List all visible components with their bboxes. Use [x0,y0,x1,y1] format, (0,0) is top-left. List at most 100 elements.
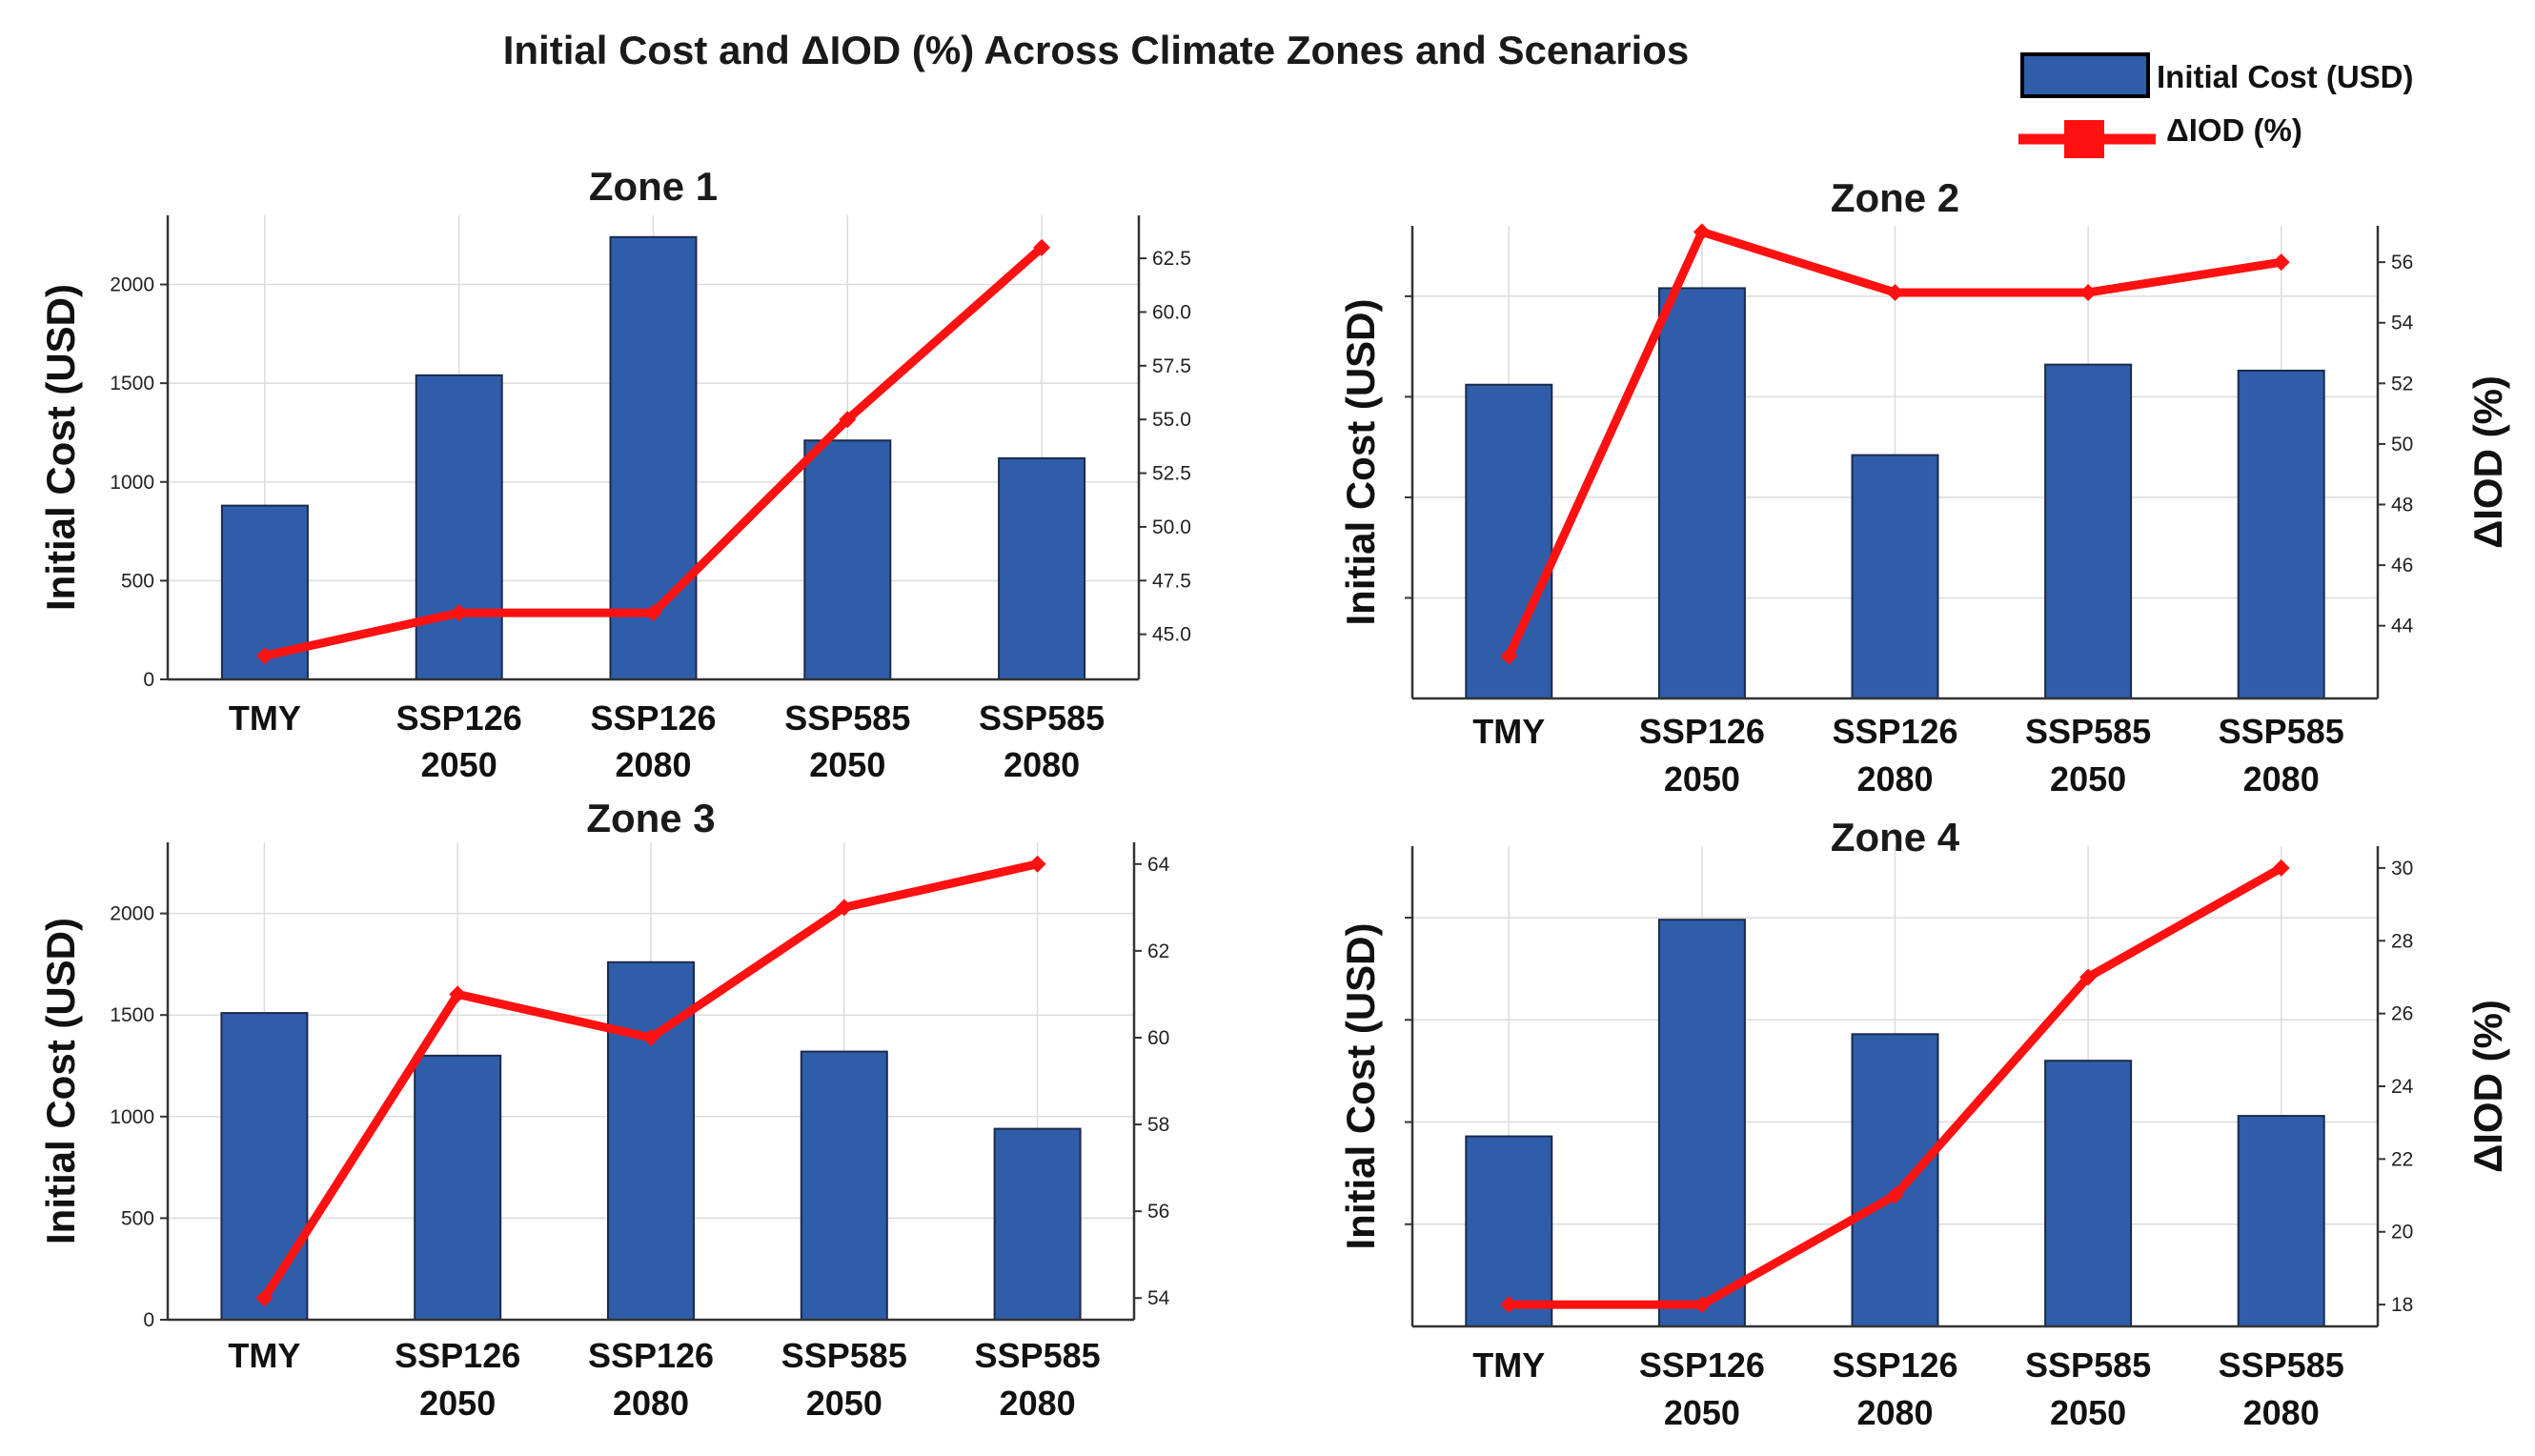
bar-5 [998,456,1086,680]
bar-2 [1657,287,1746,699]
bar-2 [1657,919,1746,1327]
bar-4 [2044,1060,2133,1328]
right-tick-label: 55.0 [1152,409,1191,431]
diod-point-4 [2079,968,2098,986]
right-tick-label: 57.5 [1152,355,1191,377]
diod-point-2 [449,985,467,1003]
left-tick-label: 2000 [110,903,154,925]
bar-4 [803,439,892,680]
diod-point-2 [1693,223,1711,241]
category-label: 2080 [2243,1393,2320,1432]
category-label: 2080 [615,745,691,784]
bar-1 [220,1012,309,1321]
bar-4 [2044,363,2133,699]
legend-line-label: ΔIOD (%) [2166,112,2302,148]
right-axis-label: ΔIOD (%) [2465,1000,2510,1173]
diod-point-3 [1886,283,1904,301]
right-tick-label: 56 [2391,252,2413,273]
panel-title: Zone 4 [1831,815,1960,859]
right-tick-label: 46 [2391,555,2413,576]
bar-2 [414,1054,502,1321]
diod-point-5 [1033,238,1051,256]
category-label: SSP585 [979,698,1105,738]
panels: 050010001500200045.047.550.052.555.057.5… [38,164,2510,1432]
legend-bar-label: Initial Cost (USD) [2157,59,2414,94]
category-label: 2080 [1856,1393,1933,1432]
left-tick-label: 500 [121,570,154,592]
right-tick-label: 30 [2391,858,2413,880]
right-tick-label: 48 [2391,495,2413,516]
diod-point-5 [2272,253,2290,272]
right-tick-label: 44 [2391,616,2414,637]
diod-point-1 [1500,647,1518,665]
right-tick-label: 60 [1147,1027,1169,1049]
left-tick-label: 1000 [110,472,154,494]
diod-point-4 [835,899,853,917]
right-tick-label: 60.0 [1152,301,1191,323]
category-label: SSP585 [784,698,910,738]
category-label: SSP585 [2219,712,2344,751]
bar-5 [993,1127,1082,1321]
category-label: 2080 [1856,759,1933,799]
right-tick-label: 45.0 [1152,624,1191,646]
category-label: 2080 [2243,759,2320,799]
category-label: TMY [1472,1345,1545,1385]
diod-point-3 [644,604,662,622]
diod-point-2 [450,604,468,622]
category-label: SSP126 [588,1336,714,1375]
right-tick-label: 28 [2391,930,2413,952]
right-tick-label: 52.5 [1152,463,1191,485]
diod-point-4 [839,411,857,429]
category-label: TMY [1472,712,1545,751]
figure-title: Initial Cost and ΔIOD (%) Across Climate… [503,28,1690,72]
category-label: 2080 [1004,745,1080,784]
category-label: 2050 [1664,759,1740,799]
bar-5 [2237,1115,2325,1328]
legend: Initial Cost (USD) ΔIOD (%) [2018,52,2414,158]
right-tick-label: 22 [2391,1148,2413,1170]
left-axis-label: Initial Cost (USD) [1338,299,1383,626]
right-tick-label: 26 [2391,1003,2413,1025]
category-label: TMY [229,698,301,738]
left-tick-label: 500 [121,1207,154,1229]
right-tick-label: 20 [2391,1222,2413,1244]
panel-zone-1: 0 500 1000 1500 2000 45.0 47.5 50.0 52.5 55.0 57.5… [38,164,1191,784]
diod-point-1 [255,1289,274,1307]
category-label: SSP126 [1832,1345,1957,1385]
category-label: SSP126 [395,1336,520,1375]
right-axis-label: ΔIOD (%) [2465,375,2510,549]
bar-4 [800,1050,888,1322]
bar-3 [1851,1033,1939,1328]
left-axis-label: Initial Cost (USD) [1338,923,1383,1250]
diod-point-1 [255,647,274,665]
right-tick-label: 62 [1147,940,1169,962]
diod-point-3 [642,1028,659,1046]
right-tick-label: 50 [2391,434,2413,455]
right-tick-label: 54 [2391,313,2414,334]
bar-5 [2237,369,2325,699]
category-label: 2080 [1000,1384,1076,1423]
left-tick-label: 0 [143,669,154,691]
category-label: 2050 [1664,1393,1740,1432]
category-label: 2050 [806,1384,882,1423]
bar-1 [1465,1135,1553,1327]
diod-point-2 [1693,1296,1711,1314]
category-label: SSP585 [2025,712,2151,751]
diod-point-1 [1500,1296,1518,1314]
left-tick-label: 1500 [110,373,154,394]
category-label: SSP126 [1832,712,1957,751]
legend-bar-swatch [2020,52,2150,98]
category-label: 2050 [421,745,497,784]
panel-zone-3: 0 500 1000 1500 2000 54 56 58 60 62 64 TMY SSP126 205… [38,796,1170,1423]
bar-3 [1851,454,1939,699]
diod-point-4 [2079,283,2098,301]
left-tick-label: 1000 [110,1106,154,1128]
panel-zone-2: 44 46 48 50 52 54 56 TMY SSP126 2050 SSP126 2080 SSP… [1338,175,2510,799]
left-tick-label: 0 [143,1309,154,1331]
category-label: SSP126 [1639,1345,1765,1385]
diod-point-5 [1028,855,1046,873]
category-label: SSP585 [2025,1345,2151,1385]
bar-2 [415,374,503,680]
right-tick-label: 24 [2391,1076,2414,1098]
